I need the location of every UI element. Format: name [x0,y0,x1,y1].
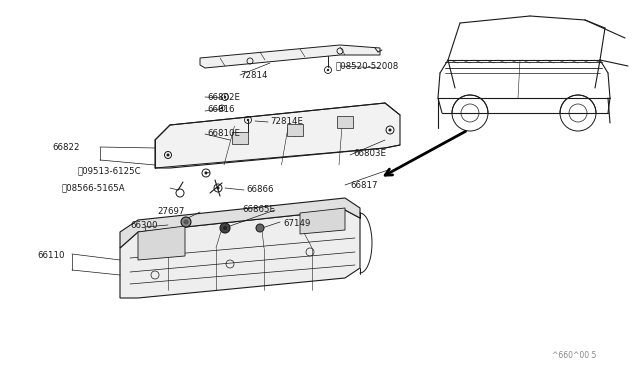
Polygon shape [120,210,360,298]
Text: 27697: 27697 [157,208,184,217]
Text: 66816: 66816 [207,106,234,115]
Polygon shape [287,124,303,136]
Text: 66817: 66817 [350,180,378,189]
Text: 66300: 66300 [130,221,157,231]
Polygon shape [337,116,353,128]
Text: 66822: 66822 [52,142,79,151]
Polygon shape [138,226,185,260]
Polygon shape [300,208,345,234]
Circle shape [205,171,207,174]
Text: Ⓢ08520-52008: Ⓢ08520-52008 [336,61,399,71]
Polygon shape [200,45,380,68]
Text: 66866: 66866 [246,186,273,195]
Circle shape [256,224,264,232]
Text: Ⓢ09513-6125C: Ⓢ09513-6125C [78,167,141,176]
Text: 66110: 66110 [37,250,65,260]
Text: Ⓢ08566-5165A: Ⓢ08566-5165A [62,183,125,192]
Circle shape [216,186,220,189]
Text: ^660^00 5: ^660^00 5 [552,351,596,360]
Circle shape [220,223,230,233]
Circle shape [224,96,226,98]
Text: 66802E: 66802E [207,93,240,102]
Text: 66810E: 66810E [207,129,240,138]
Text: 66865E: 66865E [242,205,275,215]
Text: 66803E: 66803E [353,148,386,157]
Circle shape [221,107,223,109]
Circle shape [184,219,189,224]
Polygon shape [155,103,400,168]
Circle shape [223,226,227,230]
Circle shape [181,217,191,227]
Text: 72814E: 72814E [270,118,303,126]
Polygon shape [232,132,248,144]
Circle shape [388,128,392,131]
Text: 67149: 67149 [283,218,310,228]
Circle shape [247,119,249,121]
Circle shape [327,69,329,71]
Text: 72814: 72814 [240,71,268,80]
Circle shape [166,154,170,157]
Polygon shape [120,198,360,248]
